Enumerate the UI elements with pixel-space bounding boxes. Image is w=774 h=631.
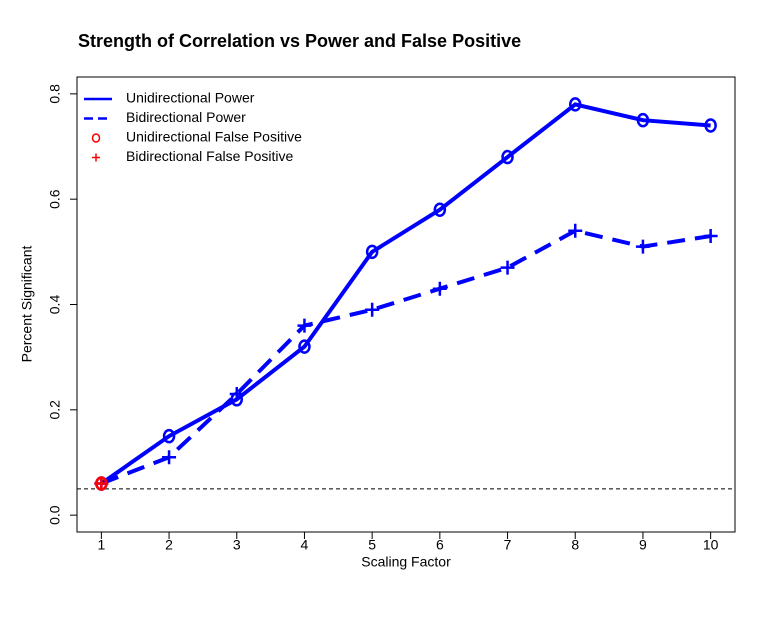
point bbox=[162, 450, 177, 465]
point bbox=[636, 112, 650, 128]
y-tick-label: 0.2 bbox=[47, 400, 63, 420]
y-tick-label: 0.0 bbox=[47, 505, 63, 525]
point bbox=[162, 428, 176, 444]
point bbox=[432, 281, 447, 296]
point bbox=[298, 339, 311, 354]
x-tick-label: 10 bbox=[703, 537, 719, 553]
x-tick-label: 6 bbox=[436, 537, 444, 553]
point bbox=[365, 244, 379, 260]
legend-label: Bidirectional Power bbox=[126, 109, 246, 125]
y-tick-label: 0.8 bbox=[47, 84, 63, 104]
point bbox=[433, 202, 447, 217]
point bbox=[501, 149, 514, 165]
point bbox=[568, 97, 582, 112]
legend-label: Bidirectional False Positive bbox=[126, 148, 294, 164]
x-axis-label: Scaling Factor bbox=[361, 554, 451, 570]
point bbox=[297, 318, 312, 333]
plot-frame bbox=[76, 76, 736, 533]
point bbox=[704, 118, 717, 133]
x-tick-label: 4 bbox=[301, 537, 309, 553]
x-tick-label: 7 bbox=[504, 537, 512, 553]
x-tick-label: 5 bbox=[368, 537, 376, 553]
y-tick-label: 0.4 bbox=[47, 295, 63, 315]
chart-title: Strength of Correlation vs Power and Fal… bbox=[78, 31, 521, 51]
point bbox=[500, 260, 515, 275]
legend-swatch bbox=[92, 153, 100, 162]
x-tick-label: 1 bbox=[97, 537, 105, 553]
series-line bbox=[100, 102, 711, 486]
legend-label: Unidirectional False Positive bbox=[126, 129, 302, 145]
legend-label: Unidirectional Power bbox=[126, 90, 255, 106]
point bbox=[94, 476, 109, 491]
point bbox=[703, 229, 718, 244]
x-tick-label: 3 bbox=[233, 537, 241, 553]
point bbox=[568, 223, 583, 238]
point bbox=[365, 302, 380, 317]
point bbox=[229, 387, 244, 402]
y-tick-label: 0.6 bbox=[47, 189, 63, 209]
y-axis-label: Percent Significant bbox=[19, 246, 35, 363]
point bbox=[635, 239, 650, 254]
series-line bbox=[100, 228, 711, 486]
legend-swatch bbox=[91, 133, 101, 143]
x-tick-label: 8 bbox=[571, 537, 579, 553]
x-tick-label: 2 bbox=[165, 537, 173, 553]
x-tick-label: 9 bbox=[639, 537, 647, 553]
